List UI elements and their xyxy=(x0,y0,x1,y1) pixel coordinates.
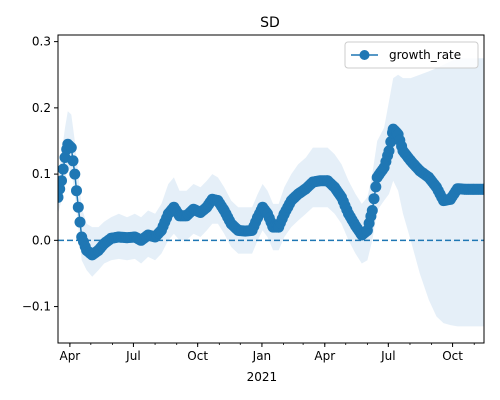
x-tick-label: Jul xyxy=(125,349,140,363)
x-tick-label: Apr xyxy=(59,349,80,363)
chart-title: SD xyxy=(260,15,280,31)
legend-box xyxy=(344,41,479,69)
x-year-label: 2021 xyxy=(247,370,278,384)
data-point xyxy=(58,163,69,175)
x-axis: Apr Jul Oct Jan Apr Jul Oct 2021 xyxy=(59,343,475,384)
x-tick-label: Jul xyxy=(380,349,395,363)
data-point xyxy=(74,216,86,228)
x-tick-label: Jan xyxy=(252,349,272,363)
y-tick-label: 0.0 xyxy=(32,233,51,247)
data-point xyxy=(71,185,82,197)
axes-frame xyxy=(57,34,485,344)
data-point xyxy=(69,168,81,180)
data-point xyxy=(383,145,395,157)
y-tick-label: 0.1 xyxy=(32,167,51,181)
data-point xyxy=(58,175,67,187)
data-point xyxy=(368,193,380,205)
data-point xyxy=(478,183,484,195)
confidence-band-growth_rate xyxy=(58,58,484,327)
x-tick-label: Apr xyxy=(314,349,335,363)
y-axis: −0.1 0.0 0.1 0.2 0.3 xyxy=(22,35,58,314)
legend-label-growth-rate: growth_rate xyxy=(389,48,461,62)
x-tick-label: Oct xyxy=(442,349,463,363)
data-point xyxy=(370,181,382,193)
data-point xyxy=(366,205,378,216)
y-tick-label: 0.3 xyxy=(32,35,51,49)
data-point xyxy=(67,155,79,167)
data-point xyxy=(72,201,84,213)
series-layer xyxy=(58,123,484,261)
data-point xyxy=(385,136,397,148)
y-tick-label: 0.2 xyxy=(32,101,51,115)
y-tick-label: −0.1 xyxy=(22,300,51,314)
legend-marker-swatch xyxy=(359,50,370,60)
confidence-band-layer xyxy=(58,58,484,327)
x-tick-label: Oct xyxy=(187,349,208,363)
data-point xyxy=(58,183,66,195)
data-point xyxy=(58,191,64,203)
data-point xyxy=(65,142,77,154)
legend: growth_rate xyxy=(344,41,479,69)
plot-area xyxy=(58,58,484,327)
